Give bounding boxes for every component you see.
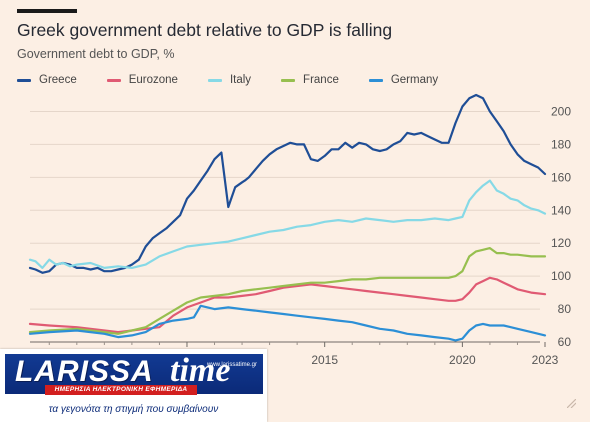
logo-band: LARISSA time www.larissatime.gr ΗΜΕΡΗΣΙΑ… (5, 352, 263, 395)
series-line-france (28, 247, 547, 335)
chart-legend: Greece Eurozone Italy France Germany (17, 74, 468, 86)
legend-item-eurozone: Eurozone (106, 74, 178, 86)
y-tick-label: 140 (551, 203, 571, 217)
y-tick-label: 180 (551, 137, 571, 151)
series-line-greece (28, 93, 547, 274)
legend-item-france: France (281, 74, 339, 86)
legend-swatch (207, 78, 222, 82)
legend-label: Eurozone (128, 74, 178, 86)
chart-title: Greek government debt relative to GDP is… (17, 20, 393, 40)
logo-url: www.larissatime.gr (206, 362, 257, 368)
y-tick-label: 60 (558, 335, 572, 349)
series-line-italy (28, 179, 547, 269)
chart-subtitle: Government debt to GDP, % (17, 47, 175, 61)
y-tick-label: 100 (551, 269, 571, 283)
legend-item-germany: Germany (368, 74, 439, 86)
legend-label: France (303, 74, 339, 86)
logo-tagline: τα γεγονότα τη στιγμή που συμβαίνουν (48, 404, 219, 415)
x-tick-label: 2020 (449, 353, 476, 367)
legend-swatch (17, 78, 31, 82)
legend-item-italy: Italy (207, 74, 252, 86)
x-tick-label: 2015 (311, 353, 338, 367)
legend-item-greece: Greece (17, 74, 77, 86)
legend-label: Germany (390, 74, 439, 86)
y-tick-label: 160 (551, 170, 571, 184)
legend-swatch (368, 78, 383, 82)
header-accent-bar (17, 9, 77, 13)
corner-mark-icon (567, 399, 576, 408)
legend-swatch (281, 78, 296, 82)
y-tick-label: 80 (558, 302, 572, 316)
x-tick-label: 2023 (532, 353, 559, 367)
logo-red-bar: ΗΜΕΡΗΣΙΑ ΗΛΕΚΤΡΟΝΙΚΗ ΕΦΗΜΕΡΙΔΑ (45, 385, 197, 395)
legend-swatch (106, 78, 121, 82)
logo-brand-suffix: time (170, 352, 231, 389)
legend-label: Italy (229, 74, 252, 86)
logo-brand: LARISSA (15, 355, 154, 388)
legend-label: Greece (39, 74, 77, 86)
y-tick-label: 120 (551, 236, 571, 250)
y-tick-label: 200 (551, 104, 571, 118)
larissatime-logo: LARISSA time www.larissatime.gr ΗΜΕΡΗΣΙΑ… (0, 349, 267, 422)
series-line-germany (28, 304, 547, 342)
